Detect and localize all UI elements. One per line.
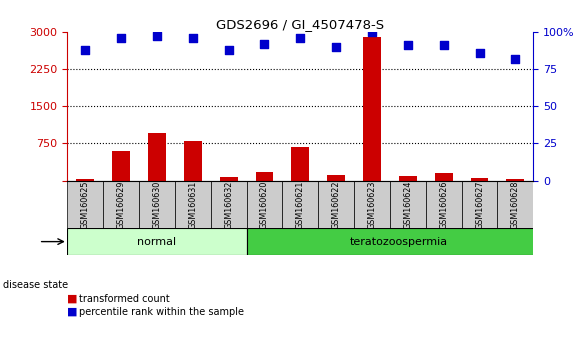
Bar bbox=[462, 181, 498, 228]
Point bbox=[367, 29, 377, 35]
Bar bbox=[211, 181, 247, 228]
Title: GDS2696 / GI_4507478-S: GDS2696 / GI_4507478-S bbox=[216, 18, 384, 31]
Text: GSM160626: GSM160626 bbox=[439, 180, 448, 229]
Bar bbox=[327, 175, 345, 181]
Bar bbox=[354, 181, 390, 228]
Bar bbox=[148, 133, 166, 181]
Point bbox=[296, 35, 305, 41]
Bar bbox=[506, 178, 524, 181]
Bar bbox=[112, 151, 130, 181]
Bar bbox=[399, 176, 417, 181]
Bar bbox=[139, 181, 175, 228]
Text: GSM160625: GSM160625 bbox=[81, 180, 90, 229]
Text: GSM160622: GSM160622 bbox=[332, 180, 340, 229]
Bar bbox=[184, 141, 202, 181]
Text: GSM160629: GSM160629 bbox=[117, 180, 125, 229]
Point bbox=[439, 42, 448, 48]
Point bbox=[81, 47, 90, 52]
Bar bbox=[103, 181, 139, 228]
Bar bbox=[220, 177, 237, 181]
Point bbox=[260, 41, 269, 47]
Text: GSM160630: GSM160630 bbox=[152, 180, 162, 229]
Bar bbox=[363, 37, 381, 181]
Bar bbox=[67, 228, 247, 255]
Point bbox=[403, 42, 413, 48]
Bar bbox=[498, 181, 533, 228]
Point bbox=[117, 35, 126, 41]
Text: ■: ■ bbox=[67, 294, 78, 304]
Bar bbox=[282, 181, 318, 228]
Bar bbox=[247, 228, 551, 255]
Text: GSM160623: GSM160623 bbox=[367, 180, 376, 229]
Point bbox=[152, 34, 162, 39]
Bar bbox=[435, 173, 452, 181]
Text: GSM160631: GSM160631 bbox=[188, 180, 197, 229]
Bar bbox=[67, 181, 103, 228]
Text: GSM160628: GSM160628 bbox=[511, 180, 520, 229]
Point bbox=[475, 50, 484, 56]
Text: ■: ■ bbox=[67, 307, 78, 316]
Bar bbox=[318, 181, 354, 228]
Text: disease state: disease state bbox=[3, 280, 68, 290]
Point bbox=[224, 47, 233, 52]
Text: GSM160620: GSM160620 bbox=[260, 180, 269, 229]
Bar bbox=[175, 181, 211, 228]
Bar bbox=[247, 181, 282, 228]
Point bbox=[510, 56, 520, 62]
Text: transformed count: transformed count bbox=[79, 294, 170, 304]
Bar bbox=[390, 181, 426, 228]
Bar bbox=[291, 147, 309, 181]
Point bbox=[188, 35, 197, 41]
Text: percentile rank within the sample: percentile rank within the sample bbox=[79, 307, 244, 316]
Text: GSM160627: GSM160627 bbox=[475, 180, 484, 229]
Point bbox=[332, 44, 341, 50]
Bar bbox=[471, 178, 489, 181]
Bar bbox=[426, 181, 462, 228]
Bar bbox=[76, 179, 94, 181]
Text: normal: normal bbox=[138, 236, 176, 247]
Bar bbox=[255, 172, 274, 181]
Text: GSM160621: GSM160621 bbox=[296, 180, 305, 229]
Text: GSM160632: GSM160632 bbox=[224, 180, 233, 229]
Text: GSM160624: GSM160624 bbox=[403, 180, 413, 229]
Text: teratozoospermia: teratozoospermia bbox=[350, 236, 448, 247]
